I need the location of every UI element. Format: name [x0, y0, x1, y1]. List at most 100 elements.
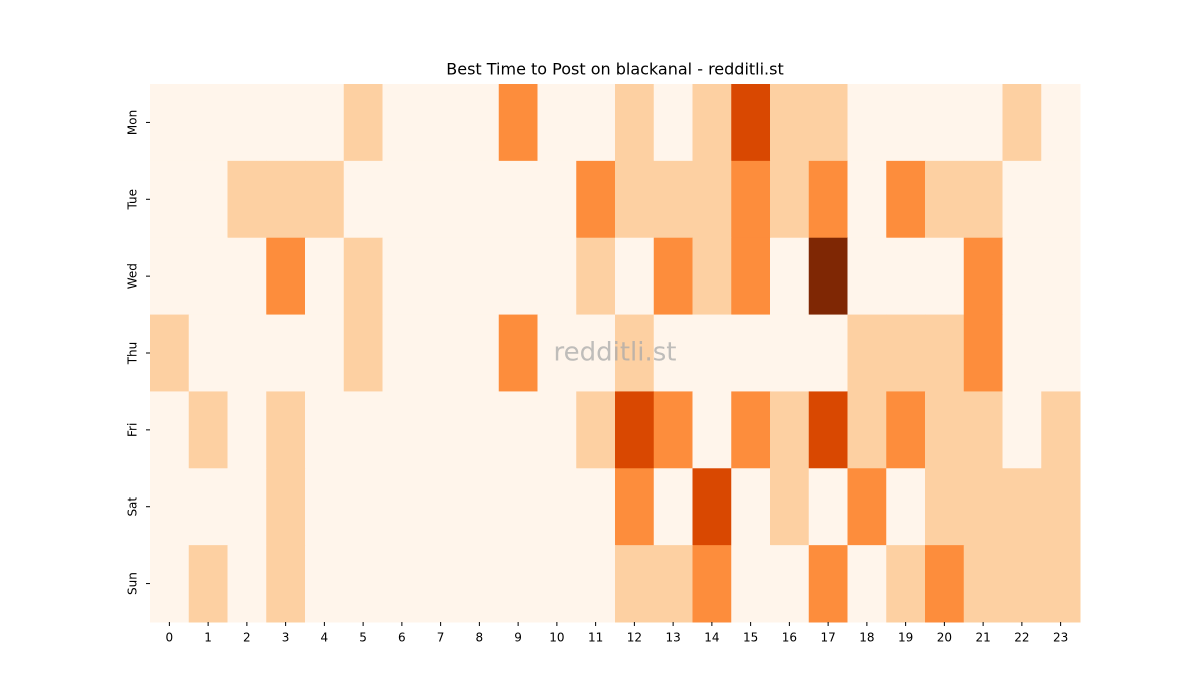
heatmap-cell: [615, 160, 655, 239]
heatmap-cell: [498, 314, 538, 392]
heatmap-cell: [925, 314, 965, 392]
heatmap-cell: [227, 545, 267, 623]
y-tick-label: Mon: [126, 110, 140, 135]
heatmap-cell: [1002, 160, 1042, 239]
heatmap-cell: [227, 314, 267, 392]
heatmap-cell: [382, 84, 422, 162]
heatmap-cell: [421, 160, 461, 239]
heatmap-cell: [615, 391, 655, 469]
x-tick-label: 16: [782, 631, 797, 645]
heatmap-cell: [1041, 237, 1081, 316]
heatmap-cell: [227, 160, 267, 239]
heatmap-cell: [382, 160, 422, 239]
heatmap-cell: [963, 468, 1003, 546]
heatmap-cell: [847, 237, 887, 316]
heatmap-cell: [963, 314, 1003, 392]
heatmap-cell: [847, 84, 887, 162]
heatmap-cell: [615, 468, 655, 546]
heatmap-cell: [847, 160, 887, 239]
heatmap-cell: [808, 84, 848, 162]
heatmap-cell: [886, 84, 926, 162]
x-tick-label: 7: [437, 631, 445, 645]
y-tick-label: Sat: [126, 497, 140, 517]
x-tick-label: 19: [898, 631, 913, 645]
heatmap-cell: [615, 84, 655, 162]
x-tick-label: 6: [398, 631, 406, 645]
x-tick-label: 4: [321, 631, 329, 645]
heatmap-cell: [150, 160, 190, 239]
heatmap-cell: [343, 468, 383, 546]
heatmap-cell: [653, 237, 693, 316]
y-tick-label: Fri: [126, 423, 140, 437]
heatmap-cell: [886, 545, 926, 623]
heatmap-cell: [808, 468, 848, 546]
heatmap-cell: [1041, 468, 1081, 546]
heatmap-cell: [343, 314, 383, 392]
heatmap-cell: [421, 468, 461, 546]
x-tick-label: 15: [743, 631, 758, 645]
y-tick-label: Thu: [126, 342, 140, 366]
heatmap-cell: [808, 314, 848, 392]
heatmap-cell: [1041, 84, 1081, 162]
heatmap-cell: [925, 391, 965, 469]
heatmap-cell: [498, 84, 538, 162]
heatmap-cell: [305, 468, 345, 546]
heatmap-cell: [1041, 314, 1081, 392]
x-tick-label: 22: [1014, 631, 1029, 645]
heatmap-cell: [421, 391, 461, 469]
heatmap-cell: [692, 468, 732, 546]
heatmap-cell: [692, 314, 732, 392]
heatmap-cell: [460, 468, 500, 546]
heatmap-cell: [460, 314, 500, 392]
heatmap-cell: [421, 84, 461, 162]
heatmap-cell: [692, 391, 732, 469]
heatmap-cell: [731, 391, 771, 469]
heatmap-cell: [1002, 237, 1042, 316]
heatmap-cell: [382, 314, 422, 392]
heatmap-cell: [343, 237, 383, 316]
heatmap-cell: [886, 468, 926, 546]
heatmap-cell: [382, 468, 422, 546]
heatmap-cell: [537, 391, 577, 469]
heatmap-cell: [305, 160, 345, 239]
heatmap-cell: [150, 237, 190, 316]
heatmap-cell: [615, 545, 655, 623]
heatmap-cell: [460, 391, 500, 469]
heatmap-cell: [537, 160, 577, 239]
heatmap-cell: [692, 237, 732, 316]
heatmap-cell: [1002, 545, 1042, 623]
watermark: redditli.st: [554, 338, 677, 368]
heatmap-cell: [537, 545, 577, 623]
heatmap-cell: [653, 391, 693, 469]
heatmap-cell: [188, 545, 228, 623]
heatmap-cell: [305, 314, 345, 392]
heatmap-cell: [1041, 391, 1081, 469]
x-tick-label: 14: [704, 631, 719, 645]
heatmap-cell: [343, 391, 383, 469]
heatmap-cell: [188, 84, 228, 162]
heatmap-cell: [731, 468, 771, 546]
heatmap-cell: [188, 391, 228, 469]
heatmap-cell: [770, 391, 810, 469]
heatmap-cell: [653, 314, 693, 392]
heatmap-cell: [343, 84, 383, 162]
heatmap-cell: [808, 545, 848, 623]
heatmap-cell: [925, 237, 965, 316]
heatmap-cell: [150, 545, 190, 623]
heatmap-cell: [963, 391, 1003, 469]
chart-title: Best Time to Post on blackanal - redditl…: [446, 60, 784, 79]
heatmap-cell: [925, 545, 965, 623]
x-tick-label: 18: [859, 631, 874, 645]
heatmap-cell: [382, 545, 422, 623]
heatmap-cell: [576, 84, 616, 162]
heatmap-cell: [266, 84, 306, 162]
heatmap-cell: [886, 160, 926, 239]
heatmap-cell: [1041, 545, 1081, 623]
heatmap-cell: [1002, 468, 1042, 546]
heatmap-cell: [227, 237, 267, 316]
heatmap-cell: [886, 314, 926, 392]
heatmap-cell: [847, 468, 887, 546]
heatmap-cell: [886, 237, 926, 316]
x-tick-label: 20: [937, 631, 952, 645]
